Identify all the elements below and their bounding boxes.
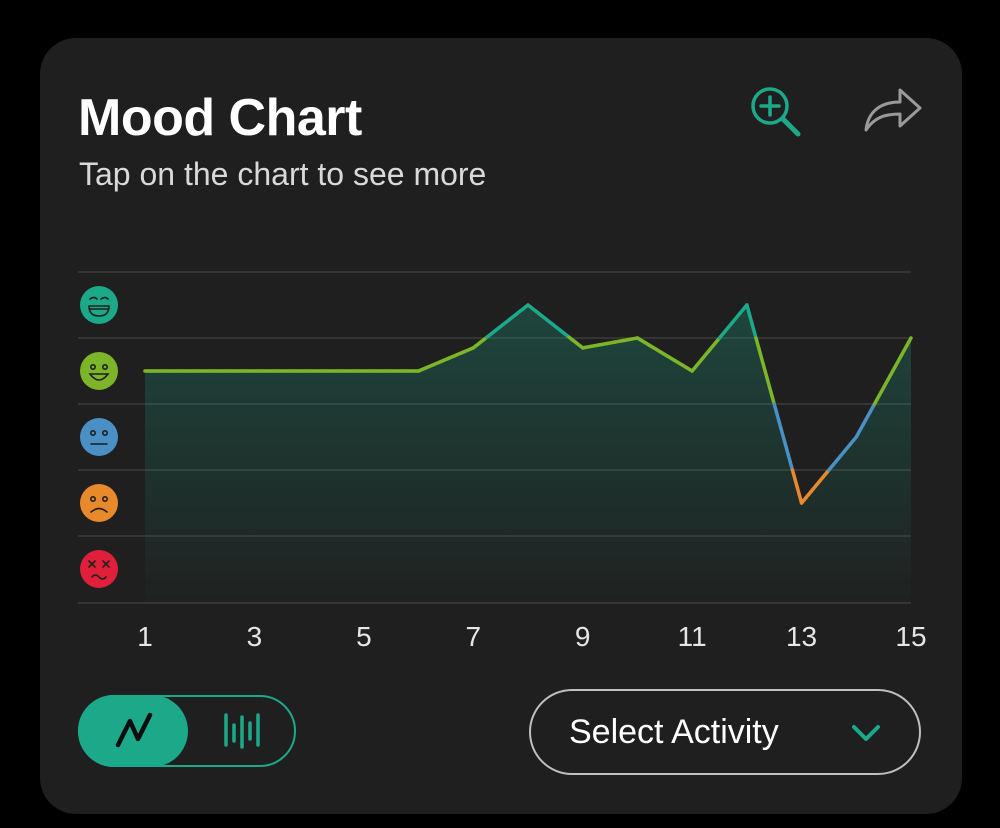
data-point[interactable]	[905, 332, 917, 344]
data-point[interactable]	[194, 365, 206, 377]
x-tick-label: 15	[895, 621, 926, 652]
line-view-button[interactable]	[78, 695, 188, 767]
series-line-segment	[906, 336, 913, 344]
laughing-face-icon	[80, 286, 118, 324]
share-icon[interactable]	[860, 84, 924, 136]
zoom-in-icon[interactable]	[748, 84, 804, 140]
x-tick-label: 7	[465, 621, 481, 652]
bar-chart-icon	[224, 713, 260, 749]
data-point[interactable]	[358, 365, 370, 377]
x-tick-label: 1	[137, 621, 153, 652]
chart-view-toggle	[78, 695, 296, 767]
data-point[interactable]	[850, 431, 862, 443]
data-point[interactable]	[467, 342, 479, 354]
sad-face-icon	[80, 484, 118, 522]
dizzy-face-icon	[80, 550, 118, 588]
data-point[interactable]	[413, 365, 425, 377]
data-point[interactable]	[303, 365, 315, 377]
data-point[interactable]	[139, 365, 151, 377]
x-tick-label: 13	[786, 621, 817, 652]
select-activity-dropdown[interactable]: Select Activity	[529, 689, 921, 775]
x-tick-label: 5	[356, 621, 372, 652]
bar-view-button[interactable]	[188, 695, 296, 767]
line-chart-icon	[115, 712, 153, 748]
data-point[interactable]	[577, 342, 589, 354]
data-point[interactable]	[796, 497, 808, 509]
select-activity-label: Select Activity	[569, 713, 779, 751]
data-point[interactable]	[686, 365, 698, 377]
series-area	[145, 305, 911, 603]
chart-subtitle: Tap on the chart to see more	[79, 156, 487, 192]
data-point[interactable]	[741, 299, 753, 311]
happy-face-icon	[80, 352, 118, 390]
data-point[interactable]	[631, 332, 643, 344]
data-point[interactable]	[522, 299, 534, 311]
page-title: Mood Chart	[78, 89, 362, 147]
neutral-face-icon	[80, 418, 118, 456]
x-tick-label: 11	[678, 621, 707, 652]
x-tick-label: 9	[575, 621, 591, 652]
x-tick-label: 3	[247, 621, 263, 652]
chevron-down-icon	[852, 725, 880, 741]
data-point[interactable]	[248, 365, 260, 377]
